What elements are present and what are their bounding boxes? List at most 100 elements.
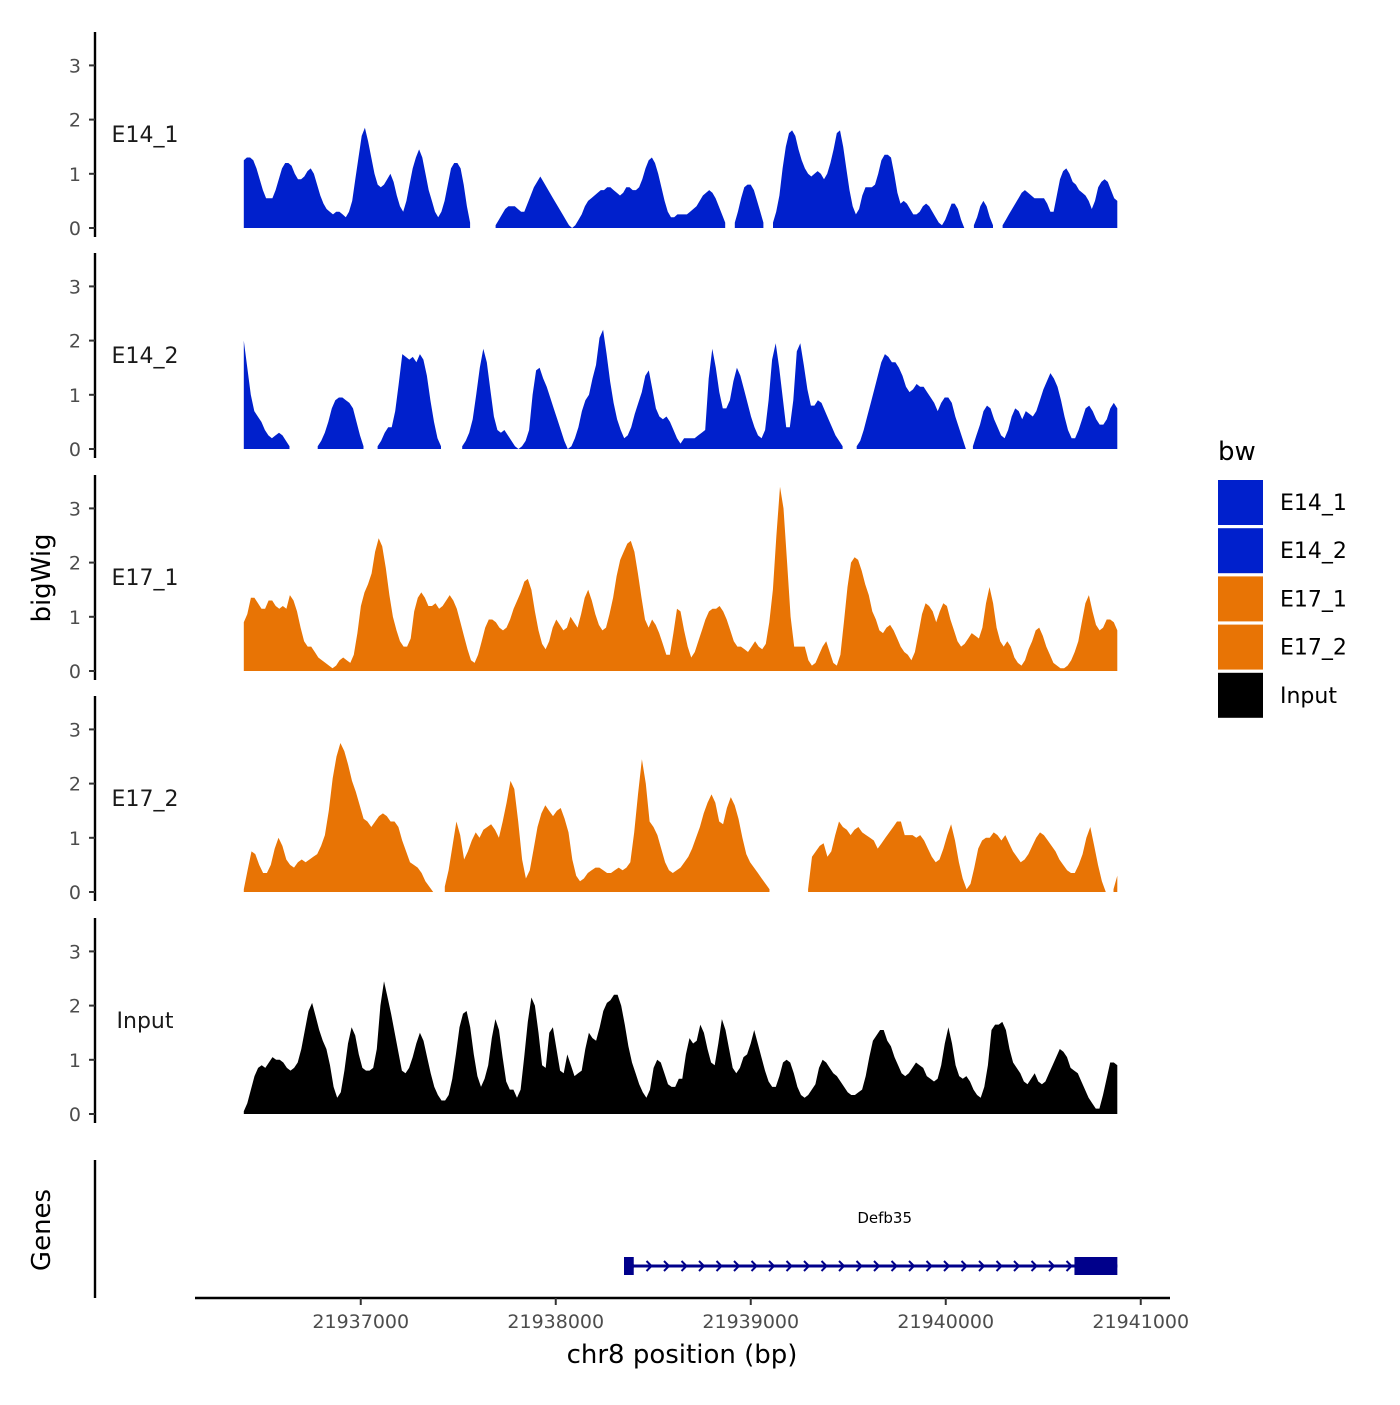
coverage-area <box>462 329 843 449</box>
strand-arrow <box>820 1260 828 1272</box>
coverage-area <box>243 127 471 228</box>
strand-arrow <box>838 1260 846 1272</box>
strand-arrow <box>1013 1260 1021 1272</box>
genes-track: Defb35 <box>93 1160 1118 1298</box>
legend-label: E17_1 <box>1280 587 1347 612</box>
gene-exon <box>624 1257 634 1275</box>
coverage-area <box>972 373 1118 449</box>
strand-arrow <box>960 1260 968 1272</box>
strand-arrow <box>978 1260 986 1272</box>
x-tick-label: 21940000 <box>897 1311 994 1333</box>
strand-arrow <box>768 1260 776 1272</box>
legend-entry: E14_2 <box>1218 528 1347 574</box>
coverage-area <box>243 486 1118 671</box>
coverage-area <box>856 354 966 449</box>
strand-arrow <box>873 1260 881 1272</box>
coverage-area <box>243 981 1118 1114</box>
strand-arrow <box>943 1260 951 1272</box>
legend-label: E17_2 <box>1280 636 1347 661</box>
strand-arrow <box>715 1260 723 1272</box>
track-label: E17_1 <box>112 566 179 591</box>
y-tick-label: 2 <box>69 996 81 1018</box>
strand-arrow <box>925 1260 933 1272</box>
track-panel: 0 1 2 3 Input <box>69 918 1118 1126</box>
y-tick-label: 0 <box>69 661 81 683</box>
x-axis: 21937000 21938000 21939000 21940000 21941000 <box>195 1296 1189 1333</box>
legend-swatch <box>1218 624 1263 670</box>
coverage-area <box>773 130 965 228</box>
y-tick-label: 0 <box>69 439 81 461</box>
genes-track-title: Genes <box>27 1189 57 1271</box>
strand-arrow <box>698 1260 706 1272</box>
strand-arrow <box>855 1260 863 1272</box>
gene-exon <box>1074 1257 1118 1275</box>
track-label: E14_1 <box>112 123 179 148</box>
strand-arrow <box>1048 1260 1056 1272</box>
y-tick-label: 1 <box>69 828 81 850</box>
y-tick-label: 1 <box>69 607 81 629</box>
y-tick-label: 2 <box>69 331 81 353</box>
coverage-area <box>243 340 290 449</box>
legend-title: bw <box>1218 437 1256 467</box>
coverage-area <box>734 184 764 228</box>
y-tick-label: 0 <box>69 218 81 240</box>
track-panel: 0 1 2 3 E17_1 <box>69 475 1118 683</box>
strand-arrow <box>908 1260 916 1272</box>
legend: bw E14_1 E14_2 E17_1 E17_2 Input <box>1218 437 1347 718</box>
track-label: Input <box>117 1009 174 1034</box>
y-axis-title: bigWig <box>27 533 57 622</box>
strand-arrow <box>663 1260 671 1272</box>
strand-arrow <box>1030 1260 1038 1272</box>
strand-arrow <box>890 1260 898 1272</box>
coverage-area <box>1113 875 1118 892</box>
coverage-tracks: 0 1 2 3 E14_1 0 1 2 3 E14_2 0 1 2 3 E17_1 0 1 2 3 E17_2 0 1 2 3… <box>69 32 1118 1126</box>
track-panel: 0 1 2 3 E17_2 <box>69 696 1118 904</box>
gene-name-label: Defb35 <box>857 1209 912 1227</box>
track-panel: 0 1 2 3 E14_2 <box>69 253 1118 461</box>
coverage-area <box>444 759 770 892</box>
coverage-area <box>1002 168 1118 228</box>
y-tick-label: 3 <box>69 498 81 520</box>
coverage-area <box>495 157 726 228</box>
coverage-area <box>377 354 441 449</box>
legend-entry: E17_1 <box>1218 576 1347 622</box>
y-tick-label: 1 <box>69 1050 81 1072</box>
legend-entry: E17_2 <box>1218 624 1347 670</box>
y-tick-label: 2 <box>69 553 81 575</box>
strand-arrow <box>680 1260 688 1272</box>
track-label: E14_2 <box>112 344 179 369</box>
strand-arrow <box>750 1260 758 1272</box>
y-tick-label: 1 <box>69 385 81 407</box>
track-label: E17_2 <box>112 787 179 812</box>
y-tick-label: 3 <box>69 941 81 963</box>
legend-label: E14_1 <box>1280 491 1347 516</box>
legend-swatch <box>1218 528 1263 574</box>
strand-arrow <box>803 1260 811 1272</box>
y-tick-label: 2 <box>69 774 81 796</box>
gene-model: Defb35 <box>624 1209 1118 1275</box>
x-tick-label: 21938000 <box>507 1311 604 1333</box>
strand-arrow <box>785 1260 793 1272</box>
legend-entry: Input <box>1218 672 1337 718</box>
x-tick-label: 21941000 <box>1092 1311 1189 1333</box>
y-tick-label: 3 <box>69 276 81 298</box>
coverage-area <box>973 200 993 228</box>
y-tick-label: 0 <box>69 1104 81 1126</box>
strand-arrow <box>995 1260 1003 1272</box>
coverage-area <box>317 397 364 449</box>
legend-swatch <box>1218 672 1263 718</box>
x-axis-title: chr8 position (bp) <box>567 1340 798 1370</box>
coverage-area <box>243 743 434 892</box>
strand-arrow <box>733 1260 741 1272</box>
x-tick-label: 21937000 <box>312 1311 409 1333</box>
x-tick-label: 21939000 <box>702 1311 799 1333</box>
y-tick-label: 3 <box>69 719 81 741</box>
track-panel: 0 1 2 3 E14_1 <box>69 32 1118 240</box>
strand-arrow <box>1065 1260 1073 1272</box>
legend-label: E14_2 <box>1280 539 1347 564</box>
strand-arrow <box>645 1260 653 1272</box>
y-tick-label: 1 <box>69 164 81 186</box>
y-tick-label: 0 <box>69 882 81 904</box>
